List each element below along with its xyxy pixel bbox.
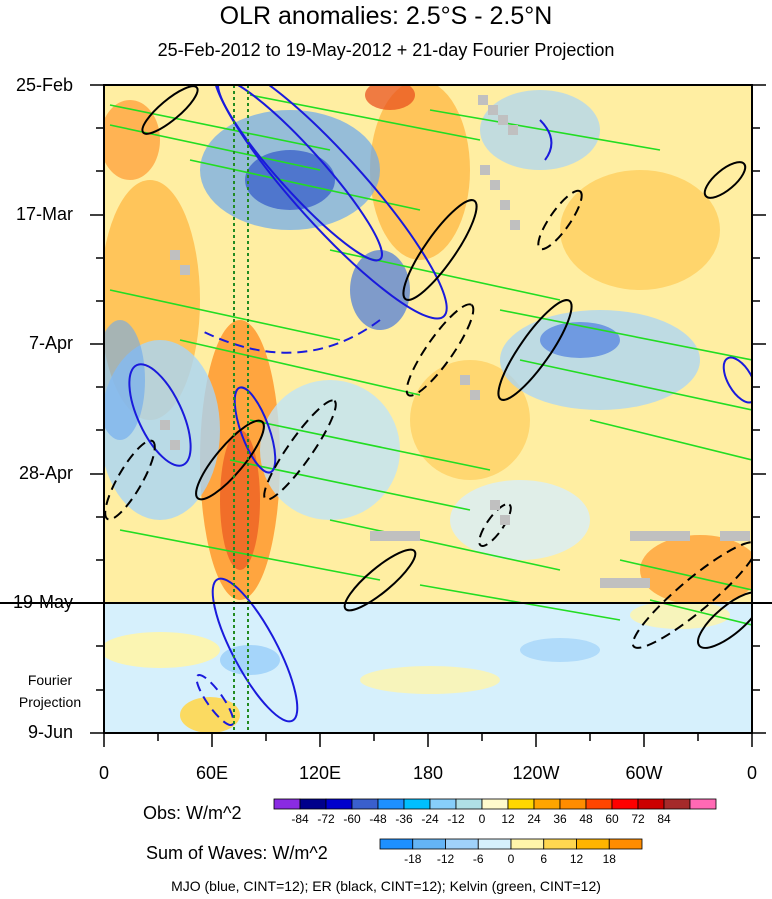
- waves-colorbar-title: Sum of Waves: W/m^2: [146, 843, 328, 863]
- colorbar-tick-label: 6: [540, 852, 548, 866]
- mjo-contours: [128, 85, 752, 726]
- x-tick-label: 120W: [512, 763, 560, 783]
- colorbar-swatch: [543, 838, 577, 850]
- colorbar-tick-label: 60: [605, 812, 619, 826]
- x-tick-label: 120E: [298, 763, 342, 783]
- colorbar-tick-label: -12: [436, 852, 455, 866]
- obs-field: [104, 85, 752, 603]
- colorbar-swatch: [576, 838, 610, 850]
- colorbar-swatch: [481, 798, 509, 810]
- grey-marks: [160, 95, 750, 588]
- waves-colorbar: [379, 838, 643, 850]
- colorbar-swatch: [377, 798, 405, 810]
- colorbar-swatch: [559, 798, 587, 810]
- colorbar-tick-label: 0: [507, 852, 515, 866]
- colorbar-swatch: [325, 798, 353, 810]
- y-axis-ticks: [90, 84, 766, 734]
- colorbar-swatch: [445, 838, 479, 850]
- y-tick-label: 25-Feb: [15, 75, 73, 95]
- colorbar-tick-label: -48: [369, 812, 387, 826]
- chart-subtitle: 25-Feb-2012 to 19-May-2012 + 21-day Four…: [157, 40, 615, 60]
- colorbar-tick-label: 12: [569, 852, 584, 866]
- colorbar-tick-label: 36: [553, 812, 567, 826]
- colorbar-tick-label: -84: [291, 812, 309, 826]
- y-tick-label: 19-May: [12, 592, 73, 612]
- y-tick-label: 7-Apr: [28, 333, 73, 353]
- colorbar-tick-label: 18: [602, 852, 616, 866]
- y-tick-label: 9-Jun: [27, 722, 73, 742]
- x-tick-label: 60W: [625, 763, 663, 783]
- footnote: MJO (blue, CINT=12); ER (black, CINT=12)…: [171, 878, 601, 894]
- y-tick-label: 28-Apr: [18, 463, 73, 483]
- colorbar-tick-label: -24: [421, 812, 439, 826]
- colorbar-swatch: [585, 798, 613, 810]
- colorbar-swatch: [608, 838, 643, 850]
- colorbar-swatch: [351, 798, 379, 810]
- colorbar-swatch: [637, 798, 665, 810]
- colorbar-tick-label: 48: [579, 812, 593, 826]
- colorbar-tick-label: 0: [478, 812, 486, 826]
- colorbar-swatch: [689, 798, 717, 810]
- colorbar-tick-label: -36: [395, 812, 413, 826]
- colorbar-tick-label: -18: [404, 852, 422, 866]
- obs-colorbar-title: Obs: W/m^2: [143, 803, 242, 823]
- colorbar-swatch: [477, 838, 512, 850]
- colorbar-tick-label: 84: [657, 812, 671, 826]
- y-tick-label: 17-Mar: [15, 204, 73, 224]
- chart-title: OLR anomalies: 2.5°S - 2.5°N: [219, 2, 553, 30]
- colorbar-tick-label: -6: [472, 852, 484, 866]
- x-axis-ticks: [103, 733, 753, 747]
- projection-label-line1: Fourier: [27, 672, 73, 688]
- colorbar-swatch: [403, 798, 431, 810]
- projection-field: [104, 603, 730, 733]
- colorbar-swatch: [663, 798, 691, 810]
- x-tick-label: 60E: [195, 763, 229, 783]
- x-tick-label: 0: [746, 763, 757, 783]
- colorbar-swatch: [611, 798, 639, 810]
- colorbar-tick-label: 24: [527, 812, 541, 826]
- kelvin-contours: [109, 94, 752, 626]
- colorbar-swatch: [429, 798, 457, 810]
- projection-label-line2: Projection: [18, 694, 82, 710]
- er-contours: [104, 85, 752, 649]
- colorbar-swatch: [510, 838, 545, 850]
- x-tick-label: 180: [412, 763, 444, 783]
- colorbar-tick-label: -60: [343, 812, 361, 826]
- x-tick-label: 0: [98, 763, 109, 783]
- colorbar-tick-label: -72: [317, 812, 335, 826]
- colorbar-tick-label: -12: [447, 812, 465, 826]
- colorbar-tick-label: 12: [501, 812, 515, 826]
- colorbar-swatch: [273, 798, 301, 810]
- colorbar-swatch: [455, 798, 483, 810]
- colorbar-swatch: [533, 798, 561, 810]
- colorbar-swatch: [507, 798, 535, 810]
- colorbar-swatch: [379, 838, 414, 850]
- colorbar-tick-label: 72: [631, 812, 645, 826]
- colorbar-swatch: [299, 798, 327, 810]
- obs-colorbar: [273, 798, 717, 810]
- colorbar-swatch: [412, 838, 446, 850]
